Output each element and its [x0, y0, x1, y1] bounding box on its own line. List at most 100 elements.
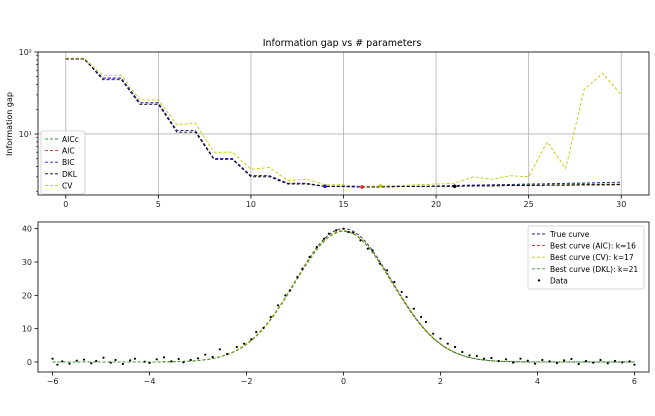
data-point	[289, 289, 292, 292]
data-point	[405, 295, 408, 299]
data-point	[56, 363, 59, 366]
legend-label: Best curve (DKL): k=21	[550, 265, 638, 274]
data-point	[308, 255, 311, 259]
data-point	[359, 239, 362, 242]
data-point	[548, 360, 551, 363]
data-point	[468, 354, 471, 357]
data-point	[352, 231, 355, 234]
data-point	[563, 359, 566, 362]
data-point	[262, 326, 265, 330]
data-point	[483, 357, 486, 360]
data-point	[393, 280, 396, 284]
data-point	[439, 337, 442, 340]
data-point	[541, 358, 544, 362]
data-point	[315, 245, 318, 249]
data-point	[461, 350, 464, 354]
data-point	[342, 227, 345, 230]
data-point	[633, 363, 636, 366]
axis-ticks: 0 5 10 15 20 25 30 10¹ 10²	[19, 48, 627, 209]
data-point	[400, 290, 403, 294]
y-tick-label: 10¹	[19, 130, 32, 139]
axis-ticks: −6 −4 −2 0 2 4 6 0 10 20 30 40	[22, 225, 637, 386]
data-point	[109, 361, 112, 364]
legend-label: BIC	[62, 158, 75, 167]
data-point	[189, 358, 192, 362]
x-tick-label: 30	[616, 200, 626, 209]
bottom-chart: −6 −4 −2 0 2 4 6 0 10 20 30 40 True curve Best curve…	[22, 221, 650, 386]
y-tick-label: 10	[22, 325, 32, 334]
data-point	[577, 362, 580, 366]
series-line-dkl	[65, 58, 622, 188]
data-point	[177, 357, 180, 361]
legend: AICc AIC BIC DKL CV	[40, 130, 86, 195]
data-point	[143, 360, 146, 363]
legend-box	[40, 130, 86, 195]
chart-title: Information gap vs # parameters	[263, 38, 422, 49]
data-point	[204, 353, 207, 356]
legend-label: DKL	[62, 170, 78, 179]
data-point	[453, 345, 457, 349]
data-point	[490, 356, 493, 360]
data-point	[446, 342, 449, 345]
data-point	[155, 358, 158, 361]
data-point	[284, 294, 287, 297]
x-tick-label: 0	[341, 377, 346, 386]
data-point	[170, 360, 173, 363]
x-tick-label: 20	[431, 200, 441, 209]
best-markers	[323, 184, 457, 189]
data-points	[51, 227, 636, 366]
top-chart: Information gap vs # parameters Informat…	[5, 38, 650, 209]
x-tick-label: 25	[524, 200, 534, 209]
x-tick-label: −2	[241, 377, 253, 386]
data-point	[512, 361, 515, 364]
data-point	[613, 359, 617, 363]
data-point	[533, 362, 537, 365]
data-point	[412, 307, 415, 310]
best-marker-cv	[378, 184, 383, 188]
legend-label: Best curve (AIC): k=16	[550, 242, 636, 251]
x-tick-label: 4	[535, 377, 540, 386]
data-point	[242, 342, 246, 345]
data-point	[82, 358, 86, 361]
data-point	[129, 359, 132, 362]
data-point	[526, 359, 529, 362]
x-tick-label: 15	[338, 200, 348, 209]
x-tick-label: −6	[47, 377, 59, 386]
x-tick-label: 0	[63, 200, 68, 209]
data-point	[378, 262, 381, 265]
data-point	[335, 229, 338, 232]
y-tick-label: 30	[22, 258, 32, 267]
data-point	[235, 345, 238, 349]
data-point	[599, 358, 602, 362]
data-point	[276, 304, 280, 307]
x-tick-label: 5	[156, 200, 161, 209]
data-point	[301, 267, 304, 270]
legend-swatch	[537, 279, 541, 282]
legend: True curve Best curve (AIC): k=16 Best cur…	[527, 225, 645, 290]
data-point	[121, 362, 124, 366]
data-point	[371, 249, 374, 252]
y-tick-label: 20	[22, 291, 32, 300]
data-point	[133, 357, 137, 360]
data-point	[269, 315, 272, 319]
data-point	[255, 330, 258, 334]
data-point	[296, 275, 299, 279]
data-point	[68, 362, 71, 365]
x-tick-label: −4	[144, 377, 156, 386]
legend-label: True curve	[549, 230, 590, 239]
x-tick-label: 6	[632, 377, 637, 386]
series-line-cv	[65, 57, 622, 187]
data-point	[386, 269, 389, 272]
y-tick-label: 40	[22, 225, 32, 234]
y-axis-label: Information gap	[5, 92, 14, 156]
data-point	[327, 232, 331, 235]
x-tick-label: 2	[438, 377, 443, 386]
legend-label: CV	[62, 181, 73, 190]
data-point	[102, 356, 105, 359]
data-point	[250, 338, 253, 341]
data-point	[95, 359, 98, 363]
y-tick-label: 0	[27, 358, 32, 367]
data-point	[555, 361, 558, 365]
best-marker-aic	[360, 185, 364, 189]
